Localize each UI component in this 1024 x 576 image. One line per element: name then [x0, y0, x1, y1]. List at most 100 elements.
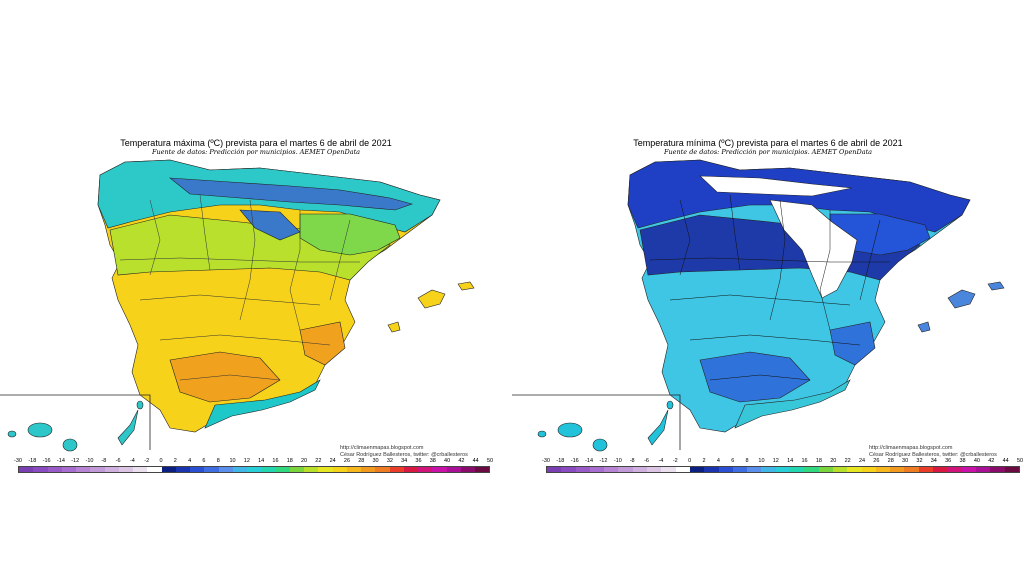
scale-swatch [289, 467, 304, 472]
scale-swatch [247, 467, 262, 472]
scale-tick-label: 16 [272, 458, 279, 464]
scale-swatch [775, 467, 791, 472]
scale-tick-label: -14 [585, 458, 594, 464]
scale-tick-label: 44 [472, 458, 479, 464]
province-borders [119, 194, 360, 381]
scale-swatch [904, 467, 919, 472]
scale-tick-label: 42 [458, 458, 465, 464]
scale-swatch [147, 467, 162, 472]
scale-swatch [890, 467, 905, 472]
scale-tick-label: 14 [787, 458, 794, 464]
scale-tick-label: 38 [429, 458, 436, 464]
scale-tick-label: 14 [258, 458, 265, 464]
scale-tick-label: 32 [386, 458, 393, 464]
scale-tick-label: 10 [758, 458, 765, 464]
scale-swatch [875, 467, 891, 472]
scale-swatch [933, 467, 948, 472]
scale-swatch [346, 467, 361, 472]
scale-tick-label: 32 [916, 458, 923, 464]
scale-swatch [675, 467, 690, 472]
canary-island [136, 400, 144, 410]
scale-swatch [389, 467, 404, 472]
scale-tick-label: 28 [358, 458, 365, 464]
hot-region [699, 351, 811, 403]
scale-tick-label: 28 [887, 458, 894, 464]
scale-swatch [318, 467, 333, 472]
mountain-region [169, 177, 414, 211]
canary-island [666, 400, 674, 410]
scale-tick-label: -14 [56, 458, 65, 464]
scale-swatch [475, 467, 490, 472]
scale-swatch [990, 467, 1005, 472]
scale-swatch [604, 467, 619, 472]
scale-tick-label: 38 [959, 458, 966, 464]
scale-swatch [446, 467, 461, 472]
credit-url[interactable]: http://climaenmapas.blogspot.com [869, 445, 953, 451]
scale-tick-label: 4 [716, 458, 720, 464]
scale-swatch [204, 467, 219, 472]
scale-swatch [76, 467, 91, 472]
canary-inset-frame [512, 394, 681, 450]
scale-tick-label: 44 [1002, 458, 1009, 464]
scale-swatch [361, 467, 376, 472]
map-subtitle: Fuente de datos: Predicción por municipi… [663, 148, 873, 156]
credits: http://climaenmapas.blogspot.com César R… [869, 445, 997, 459]
scale-swatch [747, 467, 762, 472]
color-scale-bar [18, 466, 490, 473]
balearic-island [417, 289, 446, 309]
scale-swatch [275, 467, 290, 472]
scale-swatch [732, 467, 748, 472]
scale-swatch [704, 467, 719, 472]
scale-swatch [589, 467, 605, 472]
scale-tick-label: 40 [444, 458, 451, 464]
scale-tick-label: 42 [988, 458, 995, 464]
scale-tick-label: 40 [973, 458, 980, 464]
scale-swatch [847, 467, 862, 472]
scale-swatch [547, 467, 562, 472]
coast-region [734, 379, 851, 429]
credit-url[interactable]: http://climaenmapas.blogspot.com [340, 445, 424, 451]
scale-swatch [190, 467, 205, 472]
color-scale-bar [546, 466, 1020, 473]
temperature-map [0, 159, 475, 452]
scale-tick-label: -18 [28, 458, 37, 464]
canary-island [117, 409, 139, 446]
scale-tick-label: -30 [14, 458, 22, 464]
canary-island [62, 438, 78, 452]
scale-tick-label: 34 [401, 458, 408, 464]
scale-tick-label: -30 [542, 458, 550, 464]
scale-swatch [761, 467, 776, 472]
scale-tick-label: 0 [159, 458, 163, 464]
canary-inset-frame [0, 394, 151, 450]
scale-swatch [161, 467, 176, 472]
scale-swatch [375, 467, 390, 472]
color-scale-labels: -30 -18 -16 -14 -12 -10 -8 -6 -4 -2 0 2 4 6 8 10 12 14 16 1… [14, 458, 493, 466]
balearic-island [917, 321, 931, 333]
scale-tick-label: 16 [801, 458, 808, 464]
scale-tick-label: 26 [873, 458, 880, 464]
canary-island [592, 438, 608, 452]
scale-tick-label: -6 [644, 458, 649, 464]
hot-region [169, 351, 281, 403]
scale-swatch [918, 467, 934, 472]
balearic-island [457, 281, 475, 291]
scale-swatch [647, 467, 662, 472]
scale-swatch [961, 467, 976, 472]
scale-swatch [19, 467, 34, 472]
hot-region [829, 321, 876, 366]
scale-swatch [460, 467, 475, 472]
scale-tick-label: 6 [202, 458, 206, 464]
scale-swatch [575, 467, 590, 472]
scale-swatch [232, 467, 247, 472]
temperature-map [512, 159, 1005, 452]
province-borders [649, 194, 890, 381]
scale-tick-label: -2 [144, 458, 150, 464]
canary-island [557, 422, 583, 438]
scale-swatch [804, 467, 819, 472]
scale-swatch [832, 467, 848, 472]
scale-swatch [432, 467, 447, 472]
scale-tick-label: 30 [902, 458, 909, 464]
scale-tick-label: -12 [599, 458, 608, 464]
balearic-island [387, 321, 401, 333]
scale-tick-label: 26 [343, 458, 351, 464]
